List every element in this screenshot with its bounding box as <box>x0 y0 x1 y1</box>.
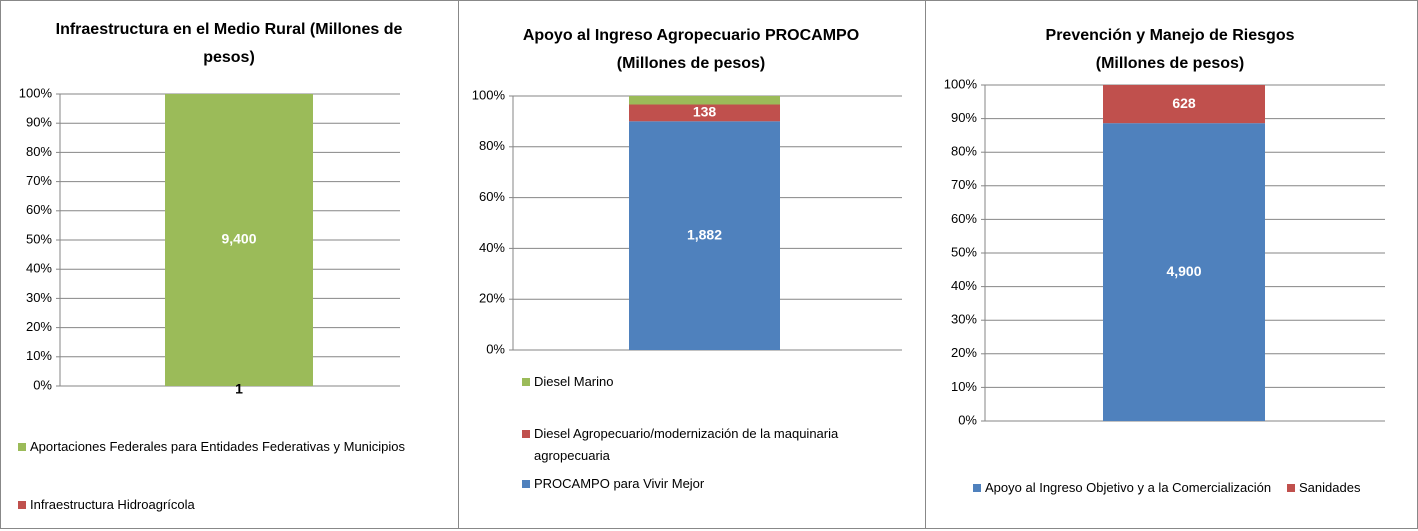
y-tick-label: 80% <box>951 144 977 159</box>
legend-item: Diesel Agropecuario/modernización de la … <box>522 423 902 467</box>
legend-item: Infraestructura Hidroagrícola <box>18 494 438 516</box>
data-label: 4,900 <box>1166 263 1201 279</box>
bar-segment <box>629 104 780 122</box>
bar-segment <box>1103 123 1265 421</box>
y-tick-label: 40% <box>26 261 52 276</box>
chart-title: Infraestructura en el Medio Rural (Millo… <box>55 21 403 66</box>
y-tick-label: 0% <box>958 412 977 427</box>
y-tick-label: 50% <box>951 244 977 259</box>
y-tick-label: 90% <box>26 115 52 130</box>
legend-swatch <box>973 484 981 492</box>
legend-item: Apoyo al Ingreso Objetivo y a la Comerci… <box>973 477 1271 499</box>
legend-swatch <box>522 430 530 438</box>
y-tick-label: 60% <box>479 189 505 204</box>
y-tick-label: 20% <box>479 291 505 306</box>
legend-item: Sanidades <box>1287 477 1360 499</box>
y-tick-label: 30% <box>26 290 52 305</box>
y-tick-label: 10% <box>26 348 52 363</box>
legend-label: Diesel Agropecuario/modernización de la … <box>534 426 839 463</box>
y-tick-label: 100% <box>944 76 978 91</box>
data-label: 1 <box>235 381 243 397</box>
legend-item: Diesel Marino <box>522 371 902 393</box>
y-tick-label: 80% <box>26 144 52 159</box>
bar-segment <box>629 121 780 350</box>
data-label: 138 <box>693 104 717 120</box>
legend-label: Diesel Marino <box>534 374 614 389</box>
legend-swatch <box>522 378 530 386</box>
y-tick-label: 10% <box>951 379 977 394</box>
y-tick-label: 70% <box>26 173 52 188</box>
y-tick-label: 70% <box>951 177 977 192</box>
legend-label: Apoyo al Ingreso Objetivo y a la Comerci… <box>985 480 1272 495</box>
bar-segment <box>165 94 313 386</box>
y-tick-label: 80% <box>479 138 505 153</box>
y-tick-label: 0% <box>33 377 52 392</box>
legend-item: Aportaciones Federales para Entidades Fe… <box>18 436 438 458</box>
chart-title: Apoyo al Ingreso Agropecuario PROCAMPO (… <box>522 27 860 72</box>
bar-segment <box>1103 85 1265 124</box>
legend-item: PROCAMPO para Vivir Mejor <box>522 473 902 495</box>
data-label: 628 <box>1172 95 1196 111</box>
y-tick-label: 40% <box>479 240 505 255</box>
y-tick-label: 90% <box>951 110 977 125</box>
bar-segment <box>629 96 780 105</box>
legend-label: PROCAMPO para Vivir Mejor <box>534 476 705 491</box>
y-tick-label: 20% <box>951 345 977 360</box>
y-tick-label: 40% <box>951 278 977 293</box>
legend-label: Infraestructura Hidroagrícola <box>30 497 195 512</box>
y-tick-label: 60% <box>26 202 52 217</box>
y-tick-label: 30% <box>951 312 977 327</box>
data-label: 1,882 <box>687 226 722 242</box>
legend-swatch <box>522 480 530 488</box>
y-tick-label: 60% <box>951 211 977 226</box>
data-label: 9,400 <box>221 231 256 247</box>
legend-label: Sanidades <box>1299 480 1361 495</box>
legend-swatch <box>1287 484 1295 492</box>
y-tick-label: 0% <box>486 341 505 356</box>
y-tick-label: 100% <box>19 85 53 100</box>
chart-title: Prevención y Manejo de Riesgos (Millones… <box>1045 27 1295 72</box>
y-tick-label: 100% <box>472 87 506 102</box>
legend-label: Aportaciones Federales para Entidades Fe… <box>30 439 406 454</box>
legend-swatch <box>18 443 26 451</box>
y-tick-label: 50% <box>26 231 52 246</box>
y-tick-label: 20% <box>26 319 52 334</box>
legend-swatch <box>18 501 26 509</box>
